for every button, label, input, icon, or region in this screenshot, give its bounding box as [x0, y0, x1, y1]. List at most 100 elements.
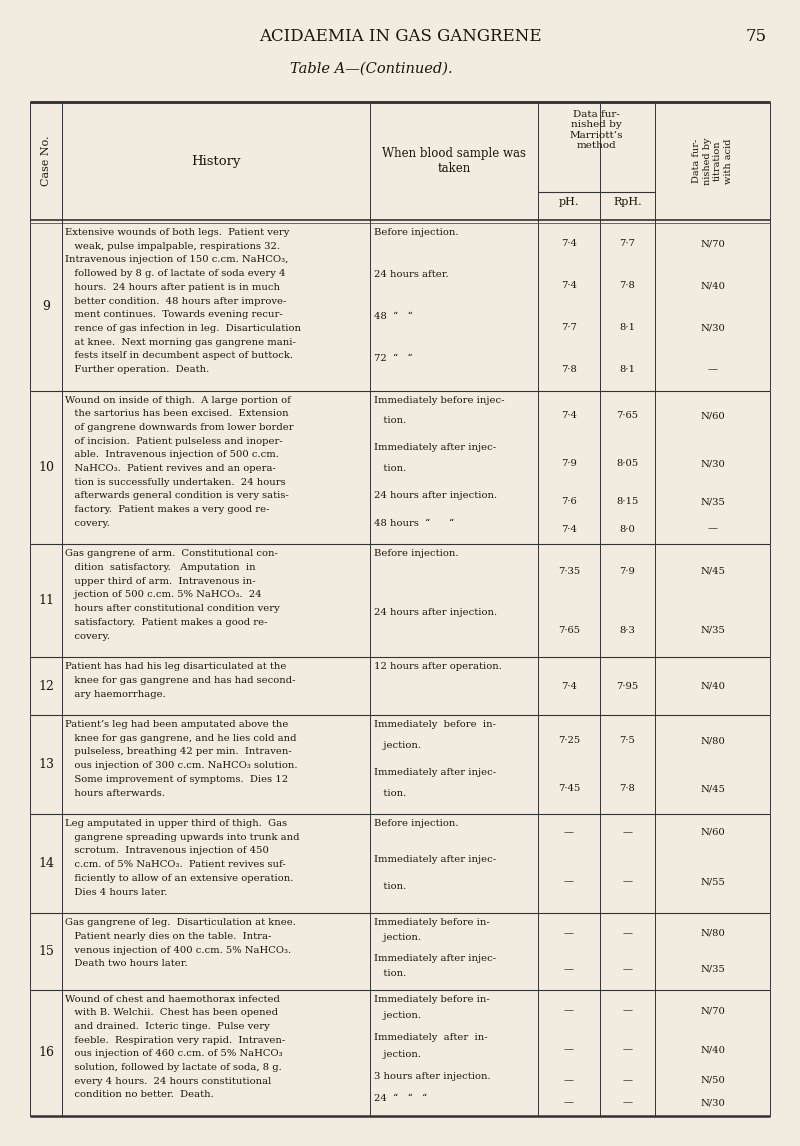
- Text: —: —: [564, 1045, 574, 1054]
- Text: condition no better.  Death.: condition no better. Death.: [65, 1091, 214, 1099]
- Text: —: —: [564, 827, 574, 837]
- Text: jection.: jection.: [374, 1011, 421, 1020]
- Text: satisfactory.  Patient makes a good re-: satisfactory. Patient makes a good re-: [65, 618, 267, 627]
- Text: 7·9: 7·9: [561, 460, 577, 469]
- Text: Immediately before in-: Immediately before in-: [374, 918, 490, 927]
- Text: tion.: tion.: [374, 881, 406, 890]
- Text: 7·8: 7·8: [561, 366, 577, 375]
- Text: Leg amputated in upper third of thigh.  Gas: Leg amputated in upper third of thigh. G…: [65, 819, 287, 829]
- Text: tion.: tion.: [374, 416, 406, 425]
- Text: tion.: tion.: [374, 788, 406, 798]
- Text: N/60: N/60: [700, 411, 725, 421]
- Text: 7·8: 7·8: [619, 281, 635, 290]
- Text: Data fur-
nished by
titration
with acid: Data fur- nished by titration with acid: [692, 138, 733, 185]
- Text: Immediately after injec-: Immediately after injec-: [374, 953, 496, 963]
- Text: able.  Intravenous injection of 500 c.cm.: able. Intravenous injection of 500 c.cm.: [65, 450, 279, 460]
- Text: N/80: N/80: [700, 736, 725, 745]
- Text: jection.: jection.: [374, 740, 421, 749]
- Text: the sartorius has been excised.  Extension: the sartorius has been excised. Extensio…: [65, 409, 289, 418]
- Text: 7·7: 7·7: [619, 240, 635, 248]
- Text: rence of gas infection in leg.  Disarticulation: rence of gas infection in leg. Disarticu…: [65, 324, 301, 332]
- Text: feeble.  Respiration very rapid.  Intraven-: feeble. Respiration very rapid. Intraven…: [65, 1036, 286, 1045]
- Text: gangrene spreading upwards into trunk and: gangrene spreading upwards into trunk an…: [65, 833, 299, 842]
- Text: venous injection of 400 c.cm. 5% NaHCO₃.: venous injection of 400 c.cm. 5% NaHCO₃.: [65, 945, 291, 955]
- Text: Death two hours later.: Death two hours later.: [65, 959, 188, 968]
- Text: —: —: [622, 929, 633, 937]
- Text: ary haemorrhage.: ary haemorrhage.: [65, 690, 166, 699]
- Text: tion.: tion.: [374, 464, 406, 473]
- Text: Immediately  before  in-: Immediately before in-: [374, 720, 496, 729]
- Text: History: History: [191, 155, 241, 167]
- Text: ficiently to allow of an extensive operation.: ficiently to allow of an extensive opera…: [65, 874, 294, 882]
- Text: Immediately before injec-: Immediately before injec-: [374, 395, 505, 405]
- Text: and drained.  Icteric tinge.  Pulse very: and drained. Icteric tinge. Pulse very: [65, 1022, 270, 1031]
- Text: Patient’s leg had been amputated above the: Patient’s leg had been amputated above t…: [65, 720, 288, 729]
- Text: Table A—(Continued).: Table A—(Continued).: [290, 62, 453, 76]
- Text: 7·4: 7·4: [561, 281, 577, 290]
- Text: Further operation.  Death.: Further operation. Death.: [65, 366, 210, 374]
- Text: of incision.  Patient pulseless and inoper-: of incision. Patient pulseless and inope…: [65, 437, 282, 446]
- Text: Wound on inside of thigh.  A large portion of: Wound on inside of thigh. A large portio…: [65, 395, 291, 405]
- Text: N/30: N/30: [700, 323, 725, 332]
- Text: 7·95: 7·95: [616, 682, 638, 691]
- Text: RpH.: RpH.: [613, 197, 642, 207]
- Text: tion.: tion.: [374, 970, 406, 979]
- Text: N/45: N/45: [700, 784, 725, 793]
- Text: 12: 12: [38, 680, 54, 692]
- Text: When blood sample was
taken: When blood sample was taken: [382, 147, 526, 175]
- Text: weak, pulse impalpable, respirations 32.: weak, pulse impalpable, respirations 32.: [65, 242, 280, 251]
- Text: afterwards general condition is very satis-: afterwards general condition is very sat…: [65, 492, 289, 501]
- Text: N/70: N/70: [700, 1006, 725, 1015]
- Text: 7·45: 7·45: [558, 784, 580, 793]
- Text: N/50: N/50: [700, 1076, 725, 1085]
- Text: —: —: [564, 1098, 574, 1107]
- Text: —: —: [622, 877, 633, 886]
- Text: —: —: [564, 877, 574, 886]
- Text: 7·4: 7·4: [561, 682, 577, 691]
- Text: followed by 8 g. of lactate of soda every 4: followed by 8 g. of lactate of soda ever…: [65, 269, 286, 278]
- Text: 48  “   “: 48 “ “: [374, 312, 413, 321]
- Text: —: —: [564, 1006, 574, 1015]
- Text: 72  “   “: 72 “ “: [374, 354, 413, 363]
- Text: 3 hours after injection.: 3 hours after injection.: [374, 1073, 490, 1081]
- Text: 7·7: 7·7: [561, 323, 577, 332]
- Text: 24 hours after injection.: 24 hours after injection.: [374, 609, 497, 618]
- Text: covery.: covery.: [65, 631, 110, 641]
- Text: jection.: jection.: [374, 1050, 421, 1059]
- Text: 7·9: 7·9: [619, 567, 635, 575]
- Text: Before injection.: Before injection.: [374, 819, 458, 829]
- Text: —: —: [622, 1045, 633, 1054]
- Text: 9: 9: [42, 300, 50, 313]
- Text: —: —: [564, 965, 574, 974]
- Text: 7·6: 7·6: [561, 497, 577, 507]
- Text: N/40: N/40: [700, 281, 725, 290]
- Text: 11: 11: [38, 595, 54, 607]
- Text: ment continues.  Towards evening recur-: ment continues. Towards evening recur-: [65, 311, 282, 320]
- Text: jection.: jection.: [374, 933, 421, 942]
- Text: 7·65: 7·65: [617, 411, 638, 421]
- Text: Dies 4 hours later.: Dies 4 hours later.: [65, 888, 167, 896]
- Text: —: —: [622, 827, 633, 837]
- Text: 16: 16: [38, 1046, 54, 1059]
- Text: NaHCO₃.  Patient revives and an opera-: NaHCO₃. Patient revives and an opera-: [65, 464, 276, 473]
- Text: 7·4: 7·4: [561, 240, 577, 248]
- Text: Immediately  after  in-: Immediately after in-: [374, 1034, 488, 1043]
- Text: 8·3: 8·3: [619, 626, 635, 635]
- Text: Immediately after injec-: Immediately after injec-: [374, 444, 496, 453]
- Text: 7·65: 7·65: [558, 626, 580, 635]
- Text: ous injection of 300 c.cm. NaHCO₃ solution.: ous injection of 300 c.cm. NaHCO₃ soluti…: [65, 761, 298, 770]
- Text: N/35: N/35: [700, 626, 725, 635]
- Text: 24  “   “   “: 24 “ “ “: [374, 1094, 427, 1104]
- Text: —: —: [707, 366, 718, 375]
- Text: hours afterwards.: hours afterwards.: [65, 788, 165, 798]
- Text: tion is successfully undertaken.  24 hours: tion is successfully undertaken. 24 hour…: [65, 478, 286, 487]
- Text: pH.: pH.: [559, 197, 579, 207]
- Text: —: —: [622, 965, 633, 974]
- Text: N/40: N/40: [700, 682, 725, 691]
- Text: upper third of arm.  Intravenous in-: upper third of arm. Intravenous in-: [65, 576, 256, 586]
- Text: 48 hours  “      “: 48 hours “ “: [374, 519, 454, 528]
- Text: Before injection.: Before injection.: [374, 549, 458, 558]
- Text: scrotum.  Intravenous injection of 450: scrotum. Intravenous injection of 450: [65, 847, 269, 856]
- Text: factory.  Patient makes a very good re-: factory. Patient makes a very good re-: [65, 505, 270, 515]
- Text: N/60: N/60: [700, 827, 725, 837]
